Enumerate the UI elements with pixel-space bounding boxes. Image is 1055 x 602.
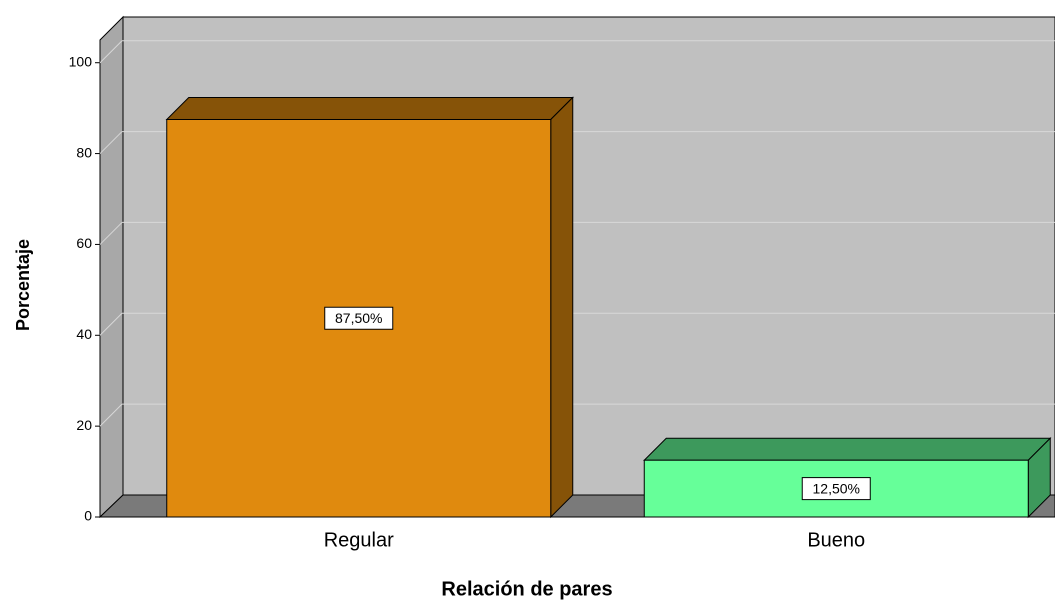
grid-line bbox=[99, 403, 123, 427]
bar-side bbox=[550, 96, 574, 519]
grid-line bbox=[99, 222, 123, 245]
bar bbox=[643, 437, 1052, 519]
side-wall bbox=[99, 15, 124, 519]
grid-line bbox=[99, 312, 123, 336]
grid-line bbox=[99, 40, 123, 64]
y-axis-title: Porcentaje bbox=[13, 239, 33, 331]
x-tick-label: Regular bbox=[324, 529, 394, 551]
marks: 87,50% Regular 12,50% Bueno bbox=[165, 96, 1052, 551]
y-tick-label: 60 bbox=[76, 235, 92, 251]
value-label-box bbox=[324, 306, 394, 330]
y-tick-label: 20 bbox=[76, 417, 92, 433]
grid-line bbox=[99, 131, 123, 154]
x-tick-label: Bueno bbox=[807, 529, 865, 551]
x-axis-title: Relación de pares bbox=[441, 578, 612, 600]
value-label-box bbox=[801, 477, 871, 501]
value-label: 87,50% bbox=[335, 310, 382, 326]
bar-top bbox=[643, 437, 1052, 461]
y-tick-label: 0 bbox=[84, 508, 92, 524]
bar-top bbox=[165, 97, 574, 120]
value-label: 12,50% bbox=[813, 480, 860, 496]
y-tick-label: 40 bbox=[76, 326, 92, 342]
y-tick-label: 100 bbox=[69, 53, 93, 69]
y-tick-label: 80 bbox=[76, 144, 92, 160]
